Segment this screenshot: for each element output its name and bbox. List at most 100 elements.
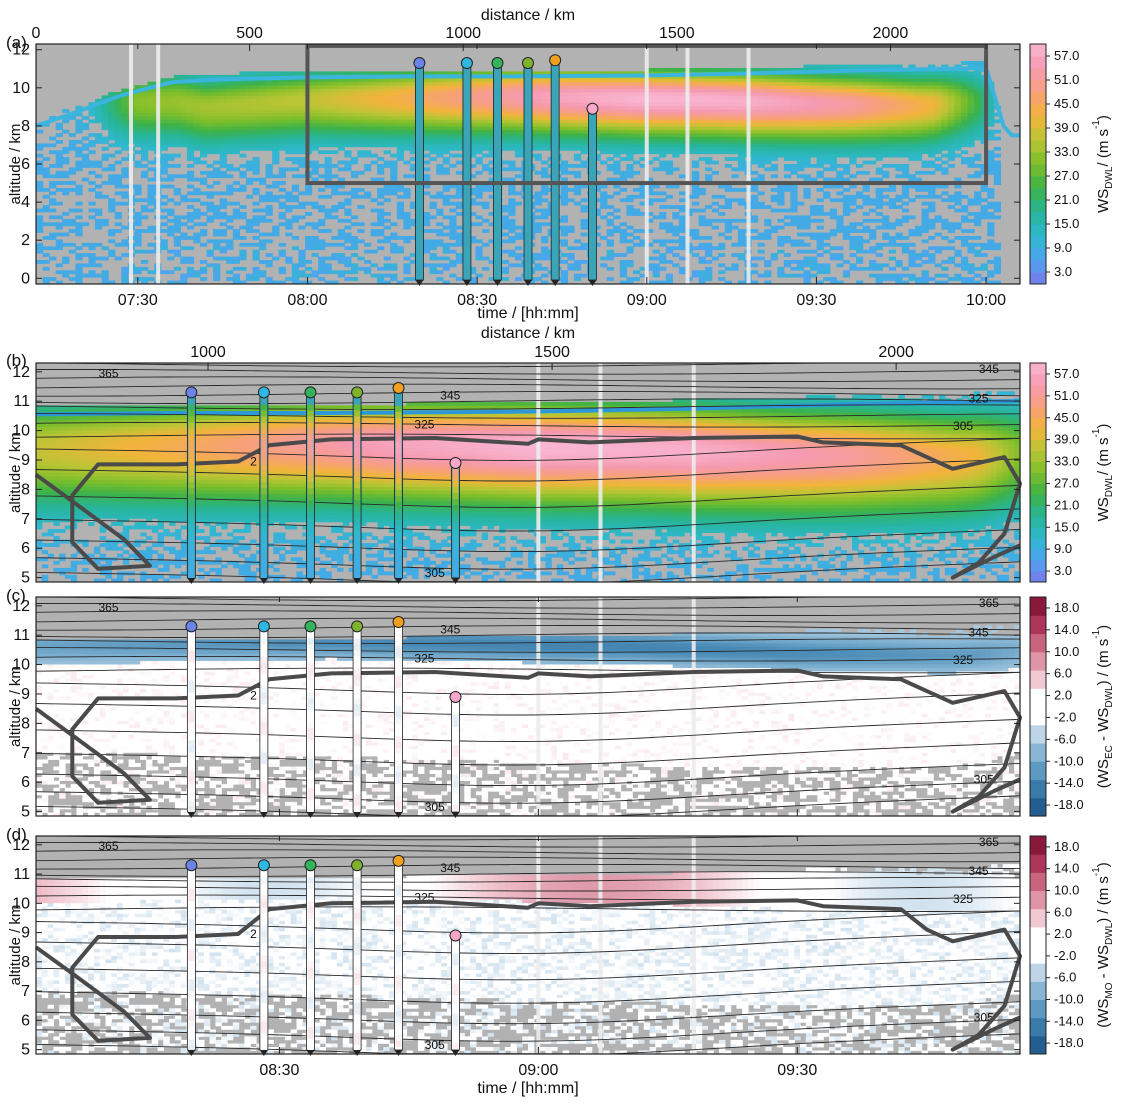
wind-speed-cell [771,102,778,106]
wind-speed-cell [134,116,141,120]
wind-speed-cell [325,174,332,178]
wind-speed-cell [161,95,168,99]
wind-speed-cell [449,209,456,213]
wind-speed-cell [515,143,522,147]
wind-speed-cell [266,143,273,147]
wind-speed-cell [246,85,253,89]
wind-speed-cell [535,85,542,89]
wind-speed-cell [121,119,128,123]
wind-speed-cell [75,161,82,168]
wind-speed-cell [856,236,863,247]
wind-speed-cell [922,164,929,168]
wind-speed-cell [817,137,824,141]
wind-speed-cell [902,154,909,158]
wind-speed-cell [312,106,319,110]
wind-speed-cell [889,140,896,144]
wind-speed-cell [581,123,588,127]
wind-speed-cell [758,109,765,113]
wind-speed-cell [902,140,909,144]
wind-speed-cell [909,140,916,144]
wind-speed-cell [692,143,699,147]
wind-speed-cell [804,102,811,106]
wind-speed-cell [823,85,830,89]
wind-speed-cell [699,126,706,130]
wind-speed-cell [764,102,771,106]
wind-speed-cell [541,209,548,220]
wind-speed-cell [790,78,797,82]
wind-speed-cell [220,171,227,175]
wind-speed-cell [830,150,837,154]
wind-speed-cell [626,150,633,154]
wind-speed-cell [541,133,548,137]
wind-speed-cell [725,133,732,137]
wind-speed-cell [239,212,246,219]
wind-speed-cell [482,123,489,127]
wind-speed-cell [292,133,299,137]
wind-speed-cell [574,246,581,250]
wind-speed-cell [764,130,771,134]
wind-speed-cell [115,222,122,226]
wind-speed-cell [508,137,515,141]
wind-speed-cell [213,270,220,274]
wind-speed-cell [456,85,463,89]
wind-speed-cell [338,109,345,113]
wind-speed-cell [784,95,791,99]
wind-speed-cell [226,164,233,168]
wind-speed-cell [909,150,916,154]
wind-speed-cell [699,188,706,192]
wind-speed-cell [253,102,260,106]
wind-speed-cell [810,178,817,182]
wind-speed-cell [889,130,896,134]
wind-speed-cell [935,130,942,134]
wind-speed-cell [253,95,260,99]
wind-speed-cell [797,92,804,96]
wind-speed-cell [161,246,168,250]
wind-speed-cell [751,102,758,106]
wind-speed-cell [390,109,397,113]
wind-speed-cell [620,270,627,274]
wind-speed-cell [279,270,286,274]
wind-speed-cell [869,85,876,89]
wind-speed-cell [108,154,115,158]
wind-speed-cell [666,185,673,189]
wind-speed-cell [213,137,220,141]
wind-speed-cell [751,137,758,141]
wind-speed-cell [200,95,207,99]
wind-speed-cell [679,92,686,96]
wind-speed-cell [895,233,902,240]
wind-speed-cell [43,260,50,264]
wind-speed-cell [843,116,850,120]
wind-speed-cell [863,99,870,103]
wind-speed-cell [134,270,141,274]
wind-speed-cell [863,92,870,96]
wind-speed-cell [226,130,233,134]
wind-speed-cell [817,226,824,230]
wind-speed-cell [849,106,856,110]
wind-speed-cell [535,130,542,134]
wind-speed-cell [430,92,437,96]
wind-speed-cell [600,126,607,130]
wind-speed-cell [626,246,633,250]
wind-speed-cell [351,236,358,247]
wind-speed-cell [784,140,791,144]
wind-speed-cell [902,191,909,195]
wind-speed-cell [312,102,319,106]
wind-speed-cell [364,123,371,127]
wind-speed-cell [253,133,260,137]
wind-speed-cell [292,236,299,240]
wind-speed-cell [895,133,902,137]
wind-speed-cell [948,85,955,89]
wind-speed-cell [699,140,706,144]
wind-speed-cell [508,116,515,120]
wind-speed-cell [659,167,666,171]
wind-speed-cell [758,164,765,168]
wind-speed-cell [889,78,896,82]
wind-speed-cell [797,233,804,237]
wind-speed-cell [758,130,765,134]
wind-speed-cell [89,253,96,267]
wind-speed-cell [141,229,148,233]
wind-speed-cell [692,171,699,175]
wind-speed-cell [56,263,63,267]
wind-speed-cell [856,130,863,134]
wind-speed-cell [377,130,384,134]
